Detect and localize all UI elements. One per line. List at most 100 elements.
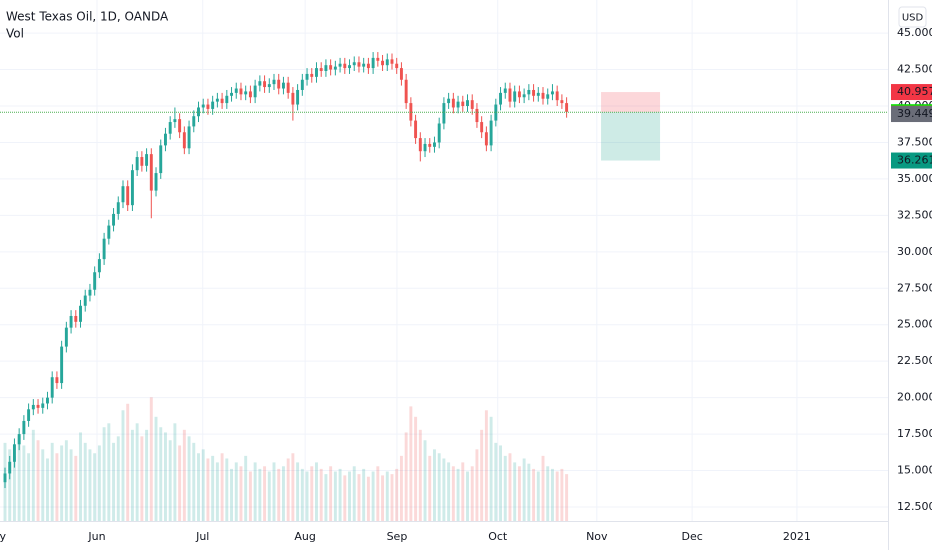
candle-body [348,65,351,69]
price-label-bg [891,152,932,169]
candle-body [46,397,49,404]
candle-body [489,120,493,146]
volume-bar [522,458,526,521]
volume-bar [121,410,125,521]
volume-bar [74,455,78,521]
candle-body [447,98,451,104]
volume-bar [88,449,92,521]
volume-bar [291,453,295,521]
candle-body [513,91,517,102]
candle-body [107,225,111,239]
volume-bar [310,466,314,521]
price-label: 40.957 [897,85,932,98]
candle-body [366,63,370,69]
candle-body [27,409,31,421]
candle-body [550,91,554,95]
volume-bar [225,458,229,521]
volume-bar [159,427,163,521]
volume-bar [352,466,356,521]
candle-body [206,104,210,109]
candle-body [532,89,536,96]
candle-body [291,92,295,105]
candle-body [74,315,78,322]
volume-bar [27,453,31,521]
candle-body [418,138,422,152]
candle-body [41,403,45,408]
volume-bar [145,429,149,521]
grid [0,0,888,521]
volume-bar [333,471,337,521]
candle-body [461,101,465,107]
volume-bar [371,471,375,521]
currency[interactable]: USD [902,13,924,24]
volume-bar [499,445,503,521]
candle-body [135,157,139,171]
volume-bar [517,466,521,521]
price-label-bg [891,106,932,123]
candle-body [220,98,224,104]
volume-bar [357,474,361,521]
candle-body [97,259,101,273]
y-tick-label: 22.500 [897,354,932,367]
candle-body [329,65,333,70]
volume-bar [296,462,300,521]
candle-body [69,315,73,328]
volume-bar [560,468,564,521]
candle-body [385,59,389,66]
volume-bar [451,466,455,521]
volume-bar [234,462,238,521]
volume-bar [324,474,328,521]
candle-body [565,103,569,112]
candle-body [423,143,427,152]
volume-bar [12,455,16,521]
volume-bar [230,468,233,521]
volume-label: Vol [6,27,24,41]
volume-bar [17,436,21,521]
candle-body [300,79,304,90]
volume-bar [135,423,139,521]
candle-body [319,68,323,72]
volume-bar [480,429,484,521]
position-tool[interactable] [601,92,661,161]
volume-bar [102,427,106,521]
volume-bar [305,471,309,521]
volume-bar [461,462,465,521]
volume-bar [206,458,210,521]
volume-bar [475,449,479,521]
candle-body [215,98,219,102]
candle-body [272,79,276,85]
currency-button[interactable] [898,6,927,28]
y-tick-label: 42.500 [897,63,932,76]
y-tick-label: 30.000 [897,245,932,258]
volume-bar [182,429,186,521]
candle-body [357,62,361,67]
volume-bar [248,471,252,521]
candle-body [36,404,40,408]
y-tick-label: 37.500 [897,135,932,148]
volume-bar [126,403,130,521]
volume-bar [173,423,177,521]
volume-pane [3,397,569,521]
volume-bar [215,462,219,521]
x-tick-label: Dec [681,530,702,543]
volume-bar [442,458,446,521]
candle-body [187,126,191,149]
candle-body [343,63,347,69]
volume-bar [60,445,64,521]
volume-bar [466,471,469,521]
volume-bar [197,453,200,521]
candle-body [286,82,290,93]
volume-bar [64,440,68,521]
volume-bar [36,440,40,521]
volume-bar [319,468,323,521]
candle-body [211,101,215,109]
volume-bar [418,429,422,521]
volume-bar [140,436,144,521]
candle-body [145,154,149,166]
x-tick-label: Jul [195,530,209,543]
volume-bar [404,432,408,521]
chart-title: West Texas Oil, 1D, OANDA [6,10,169,24]
target-zone [601,112,661,161]
candle-body [281,82,285,89]
volume-bar [414,416,418,521]
